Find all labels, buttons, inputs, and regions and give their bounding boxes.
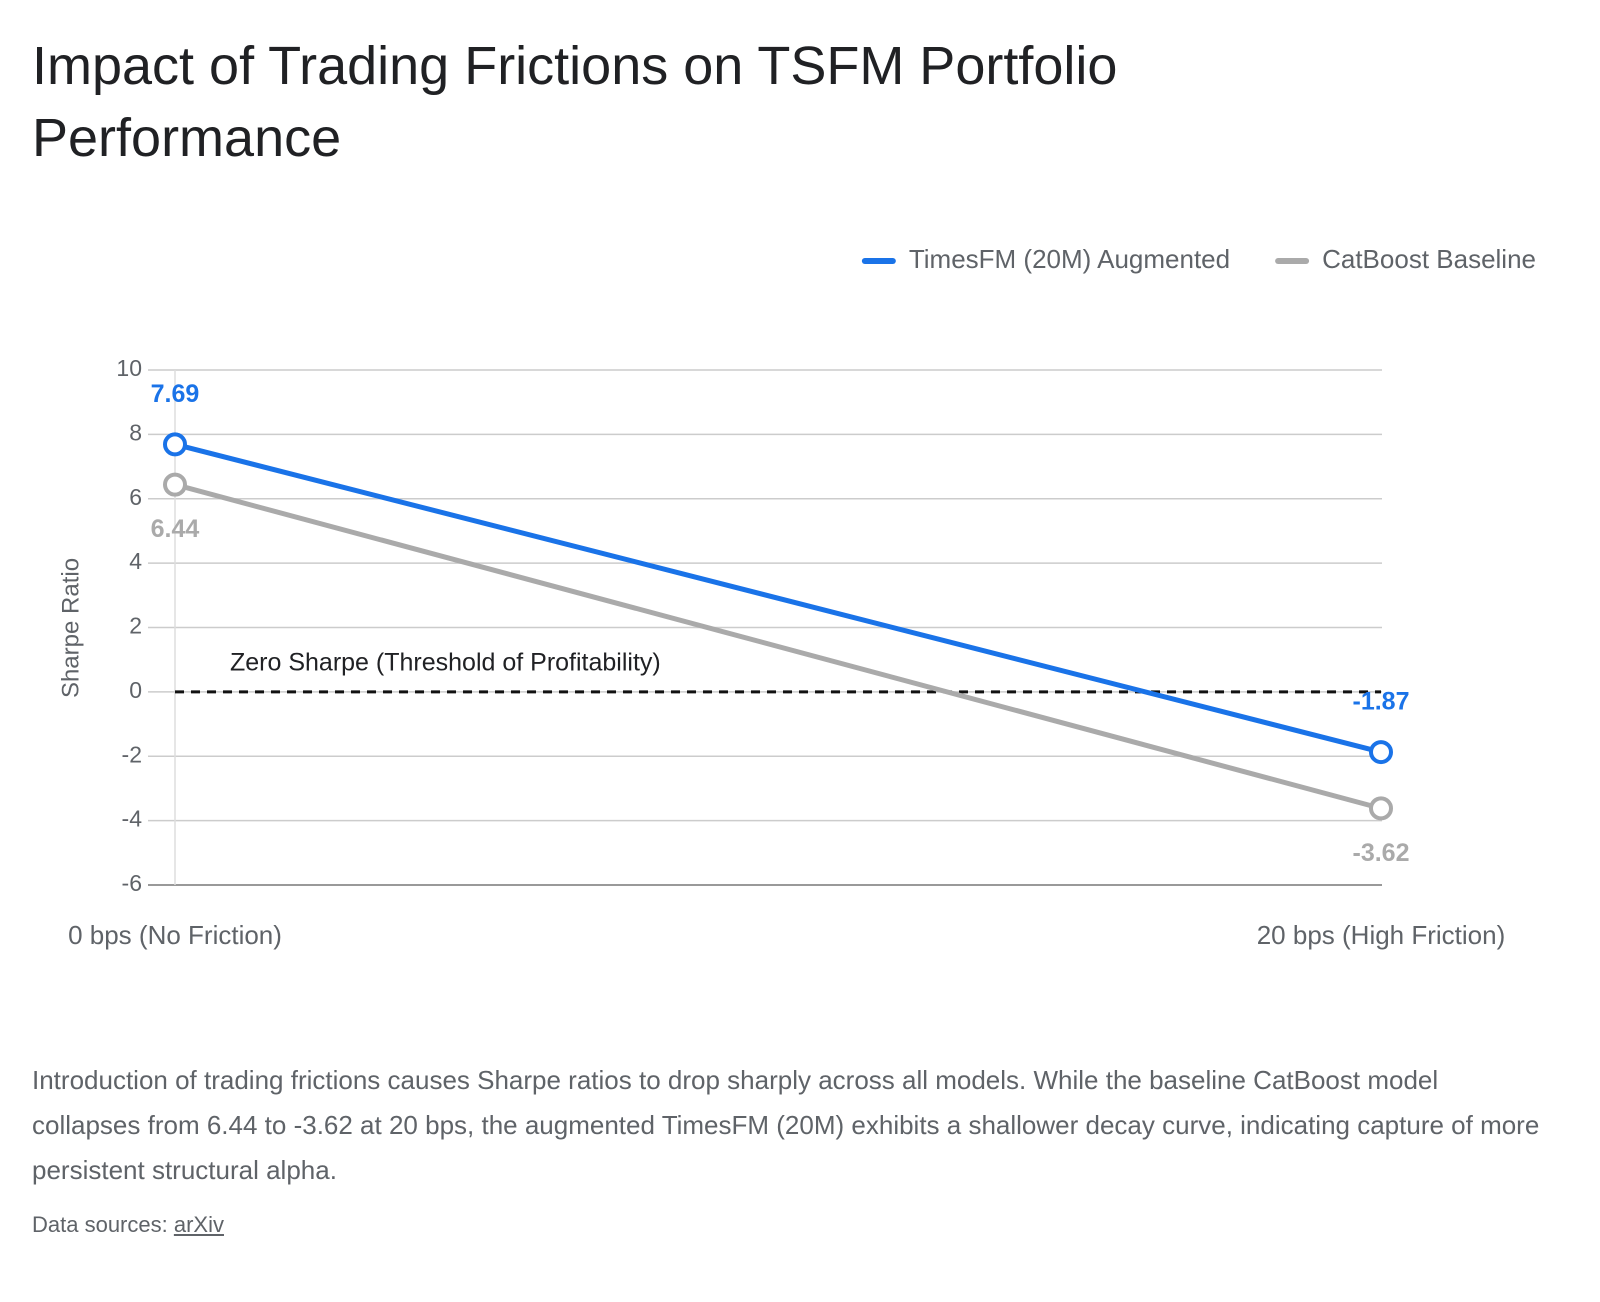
caption: Introduction of trading frictions causes… [32, 1065, 1540, 1185]
data-label: 7.69 [151, 380, 200, 408]
y-axis-title: Sharpe Ratio [57, 558, 84, 698]
point [163, 472, 187, 497]
source: Data sources: arXiv [32, 1212, 224, 1238]
y-tick-label: -6 [122, 870, 142, 896]
chart-title: Impact of Trading Frictions on TSFM Port… [32, 36, 1118, 168]
source-label: Data sources: [32, 1212, 168, 1237]
series-line [174, 482, 1382, 811]
y-tick-label: 2 [129, 613, 142, 639]
point [1369, 740, 1393, 765]
chart: -6 -4 -2 0 2 4 6 8 10 Sharpe Ratio 0 bps (No Frict… [57, 244, 1536, 950]
data-label: -1.87 [1353, 688, 1410, 716]
y-tick-label: 4 [129, 548, 142, 574]
legend-label: CatBoost Baseline [1322, 244, 1536, 274]
y-tick-label: 0 [129, 677, 142, 703]
point [163, 432, 187, 457]
series-line [174, 441, 1382, 755]
data-label: -3.62 [1353, 839, 1410, 867]
reference-label: Zero Sharpe (Threshold of Profitability) [230, 648, 661, 676]
data-label: 6.44 [151, 515, 200, 543]
legend-label: TimesFM (20M) Augmented [909, 244, 1230, 274]
x-tick-label: 20 bps (High Friction) [1257, 920, 1506, 950]
y-tick-label: -4 [122, 806, 143, 832]
y-tick-label: 10 [116, 355, 142, 381]
source-link[interactable]: arXiv [173, 1212, 224, 1237]
y-tick-label: 8 [129, 419, 142, 445]
y-tick-label: 6 [129, 484, 142, 510]
y-tick-label: -2 [122, 741, 142, 767]
x-tick-label: 0 bps (No Friction) [68, 920, 282, 950]
point [1369, 796, 1393, 821]
